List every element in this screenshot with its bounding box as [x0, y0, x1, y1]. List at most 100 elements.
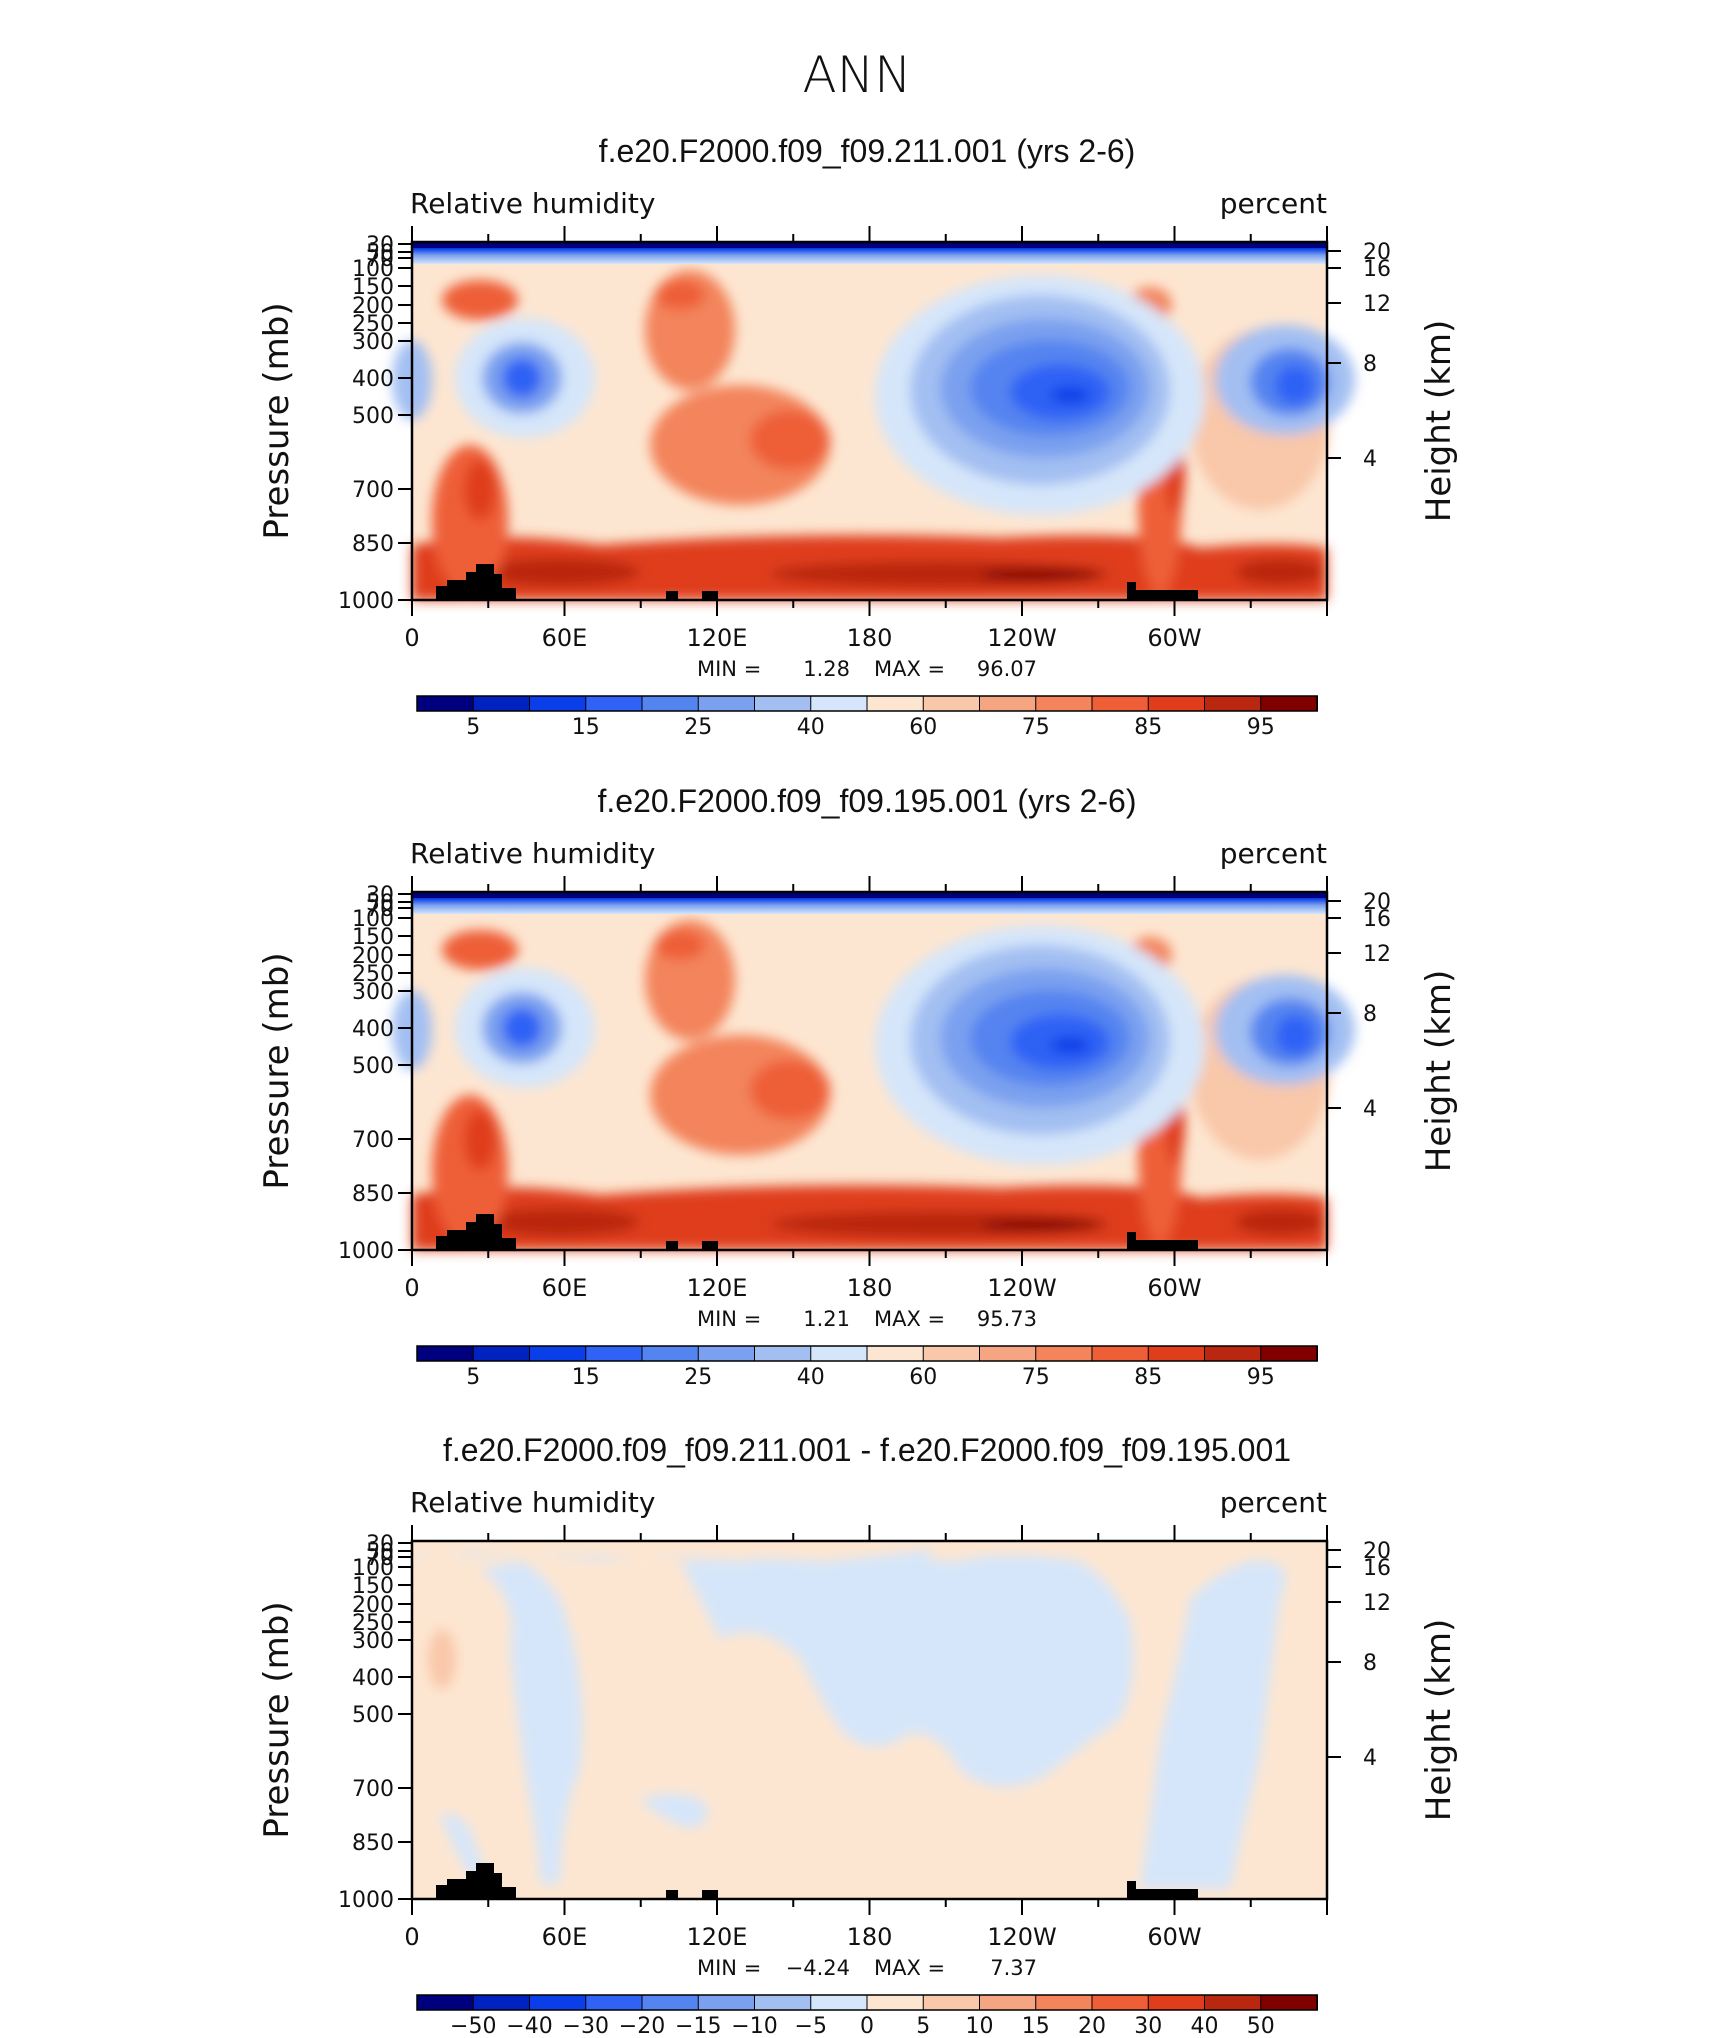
- colorbar-swatch: [1035, 695, 1093, 712]
- colorbar-label: 40: [797, 715, 825, 740]
- page-title: ANN: [802, 46, 911, 104]
- colorbar-label: 25: [684, 715, 712, 740]
- y-right-axis-title: Height (km): [1419, 970, 1459, 1173]
- y-right-tick-label: 20: [1363, 1539, 1391, 1564]
- y-tick-label: 300: [352, 1629, 394, 1654]
- plot-area: [410, 1539, 1329, 1901]
- colorbar-frame: [416, 1994, 1318, 2011]
- y-tick-label: 500: [352, 1054, 394, 1079]
- y-right-tick-label: 16: [1363, 257, 1391, 282]
- y-tick-label: 850: [352, 1182, 394, 1207]
- x-tick-label: 60E: [542, 624, 588, 652]
- y-tick-label: 150: [352, 275, 394, 300]
- colorbar-label: 15: [572, 1365, 600, 1390]
- colorbar-swatch: [641, 1345, 700, 1362]
- x-tick-label: 120W: [987, 624, 1057, 652]
- y-axis-title: Pressure (mb): [257, 302, 297, 539]
- colorbar-label: −10: [731, 2014, 777, 2038]
- y-right-tick-label: 4: [1363, 447, 1377, 472]
- units-label: percent: [1220, 1486, 1327, 1519]
- y-tick-label: 400: [352, 367, 394, 392]
- y-tick-label: 70: [366, 247, 394, 272]
- colorbar-swatch: [416, 695, 475, 712]
- colorbar-label: −50: [450, 2014, 496, 2038]
- x-tick-label: 120W: [987, 1274, 1057, 1302]
- y-tick-label: 50: [366, 891, 394, 916]
- y-tick-label: 30: [366, 883, 394, 908]
- colorbar-swatch: [1204, 1994, 1262, 2011]
- colorbar-label: 5: [466, 715, 480, 740]
- colorbar-label: 60: [909, 1365, 937, 1390]
- variable-label: Relative humidity: [410, 1486, 655, 1519]
- colorbar-swatch: [1091, 1345, 1150, 1362]
- colorbar-swatch: [866, 695, 925, 712]
- colorbar-label: −5: [795, 2014, 827, 2038]
- contour-field: [392, 892, 1355, 1250]
- x-tick-label: 0: [404, 1923, 419, 1951]
- colorbar-swatch: [585, 1345, 643, 1362]
- min-label: MIN =: [697, 657, 761, 681]
- y-tick-label: 400: [352, 1017, 394, 1042]
- y-right-tick-label: 8: [1363, 352, 1377, 377]
- colorbar-swatch: [529, 695, 587, 712]
- topography-mask: [436, 564, 1198, 600]
- colorbar-swatch: [1147, 695, 1206, 712]
- colorbar-label: 75: [1022, 1365, 1050, 1390]
- x-tick-label: 60W: [1147, 1274, 1201, 1302]
- colorbar-label: 60: [909, 715, 937, 740]
- colorbar-label: −15: [675, 2014, 721, 2038]
- plot-area: [392, 890, 1355, 1252]
- max-value: 96.07: [977, 657, 1037, 681]
- colorbar-label: −40: [506, 2014, 552, 2038]
- colorbar-swatch: [866, 1345, 925, 1362]
- colorbar-swatch: [979, 1345, 1037, 1362]
- colorbar-swatch: [472, 695, 531, 712]
- colorbar-swatch: [979, 1994, 1037, 2011]
- y-tick-label: 100: [352, 1556, 394, 1581]
- min-value: 1.28: [803, 657, 850, 681]
- min-label: MIN =: [697, 1307, 761, 1331]
- y-right-tick-label: 16: [1363, 1556, 1391, 1581]
- colorbar-swatch: [754, 1994, 812, 2011]
- colorbar-label: 25: [684, 1365, 712, 1390]
- y-tick-label: 400: [352, 1666, 394, 1691]
- colorbar-swatch: [810, 1994, 868, 2011]
- y-tick-label: 150: [352, 1574, 394, 1599]
- y-tick-label: 100: [352, 907, 394, 932]
- colorbar-swatch: [1035, 1994, 1093, 2011]
- panel-middle: f.e20.F2000.f09_f09.195.001 (yrs 2-6) Re…: [257, 783, 1459, 1390]
- colorbar-swatch: [641, 695, 700, 712]
- y-tick-label: 70: [366, 1546, 394, 1571]
- colorbar-swatch: [922, 1345, 981, 1362]
- colorbar-swatch: [979, 695, 1037, 712]
- colorbar-label: 95: [1247, 1365, 1275, 1390]
- variable-label: Relative humidity: [410, 837, 655, 870]
- panel-top: f.e20.F2000.f09_f09.211.001 (yrs 2-6) Re…: [257, 133, 1459, 740]
- y-tick-label: 150: [352, 925, 394, 950]
- colorbar-swatch: [529, 1994, 587, 2011]
- difference-field: [412, 1541, 1327, 1899]
- colorbar-label: 85: [1134, 715, 1162, 740]
- x-tick-label: 120E: [687, 1274, 748, 1302]
- y-right-tick-label: 16: [1363, 907, 1391, 932]
- y-tick-label: 50: [366, 241, 394, 266]
- colorbar-label: 30: [1134, 2014, 1162, 2038]
- y-right-axis-title: Height (km): [1419, 1619, 1459, 1822]
- y-right-tick-label: 8: [1363, 1002, 1377, 1027]
- y-right-tick-label: 12: [1363, 292, 1391, 317]
- colorbar-swatch: [1204, 695, 1262, 712]
- x-tick-label: 60W: [1147, 1923, 1201, 1951]
- colorbar-swatch: [529, 1345, 587, 1362]
- colorbar-label: 10: [966, 2014, 994, 2038]
- colorbar-swatch: [416, 1994, 475, 2011]
- max-value: 95.73: [977, 1307, 1037, 1331]
- y-right-tick-label: 4: [1363, 1097, 1377, 1122]
- colorbar-swatch: [1035, 1345, 1093, 1362]
- colorbar-label: 75: [1022, 715, 1050, 740]
- max-label: MAX =: [874, 657, 945, 681]
- y-right-axis-title: Height (km): [1419, 320, 1459, 523]
- y-tick-label: 100: [352, 257, 394, 282]
- max-label: MAX =: [874, 1307, 945, 1331]
- colorbar-label: 5: [916, 2014, 930, 2038]
